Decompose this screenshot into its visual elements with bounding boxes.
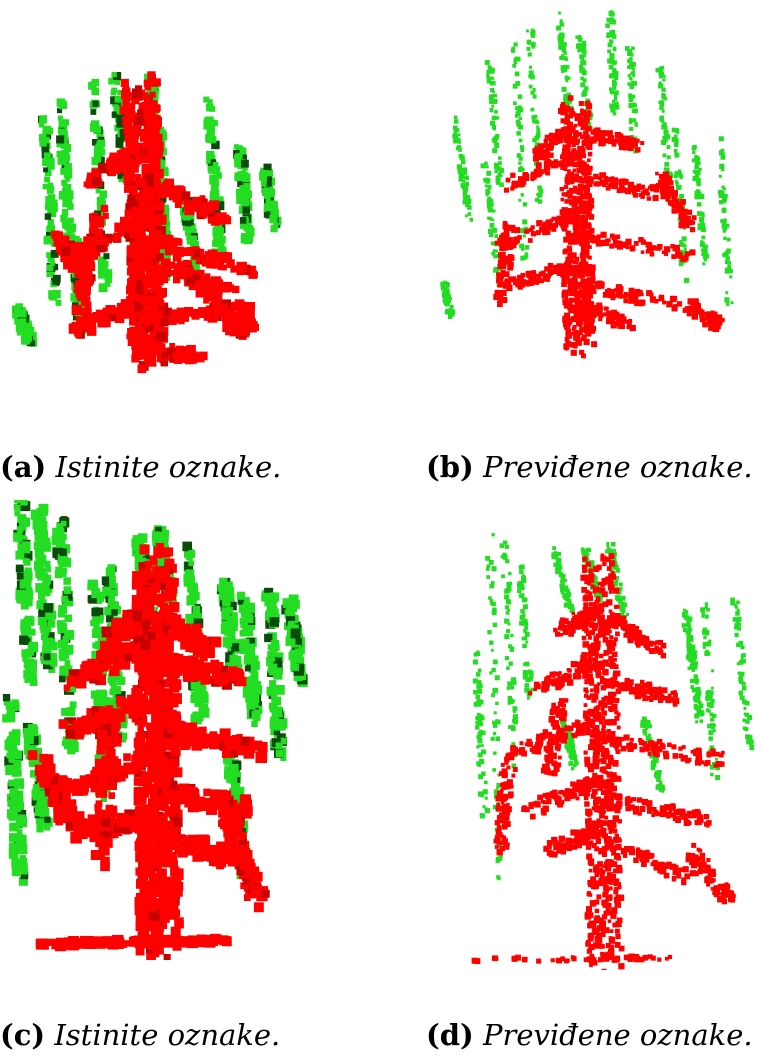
pointcloud-d (471, 533, 755, 970)
subfigure-c-text: Istinite oznake. (54, 1018, 281, 1052)
subfigure-a-label: (a) (0, 450, 47, 484)
pointcloud-b (440, 10, 734, 359)
subfigure-d-label: (d) (426, 1018, 474, 1052)
subfigure-d-text: Previđene oznake. (482, 1018, 753, 1052)
pointcloud-a (11, 71, 282, 374)
subfigure-b-text: Previđene oznake. (482, 450, 753, 484)
subfigure-d-caption: (d) Previđene oznake. (426, 1018, 753, 1052)
subfigure-a-text: Istinite oznake. (55, 450, 282, 484)
subfigure-c-caption: (c) Istinite oznake. (0, 1018, 280, 1052)
subfigure-b-pointcloud (430, 5, 763, 375)
subfigure-d-pointcloud (460, 520, 763, 970)
subfigure-b-caption: (b) Previđene oznake. (426, 450, 753, 484)
subfigure-b-label: (b) (426, 450, 474, 484)
subfigure-c-label: (c) (0, 1018, 46, 1052)
pointcloud-c (2, 500, 308, 960)
subfigure-a-caption: (a) Istinite oznake. (0, 450, 281, 484)
subfigure-c-pointcloud (0, 500, 310, 960)
subfigure-a-pointcloud (0, 60, 320, 380)
